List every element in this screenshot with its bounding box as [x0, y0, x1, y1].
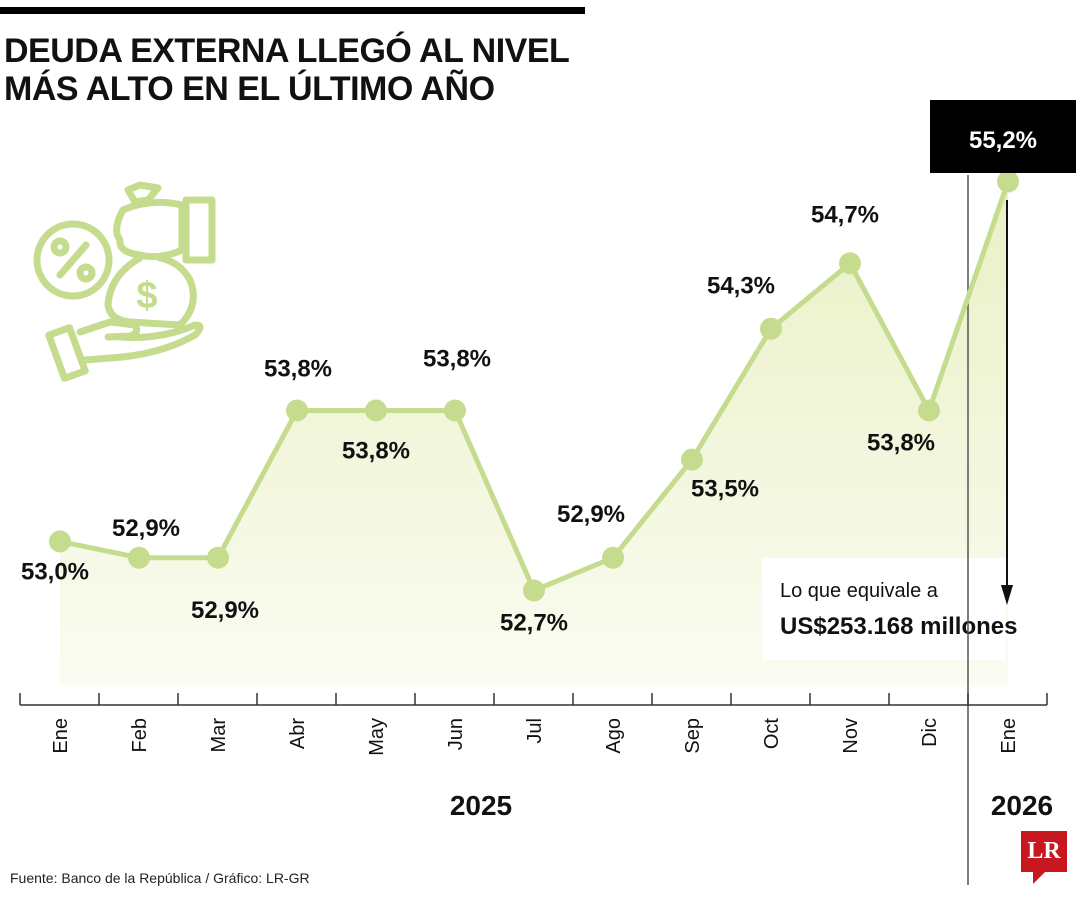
- data-point: [207, 546, 229, 569]
- data-point: [839, 252, 861, 275]
- source-note: Fuente: Banco de la República / Gráfico:…: [10, 870, 310, 886]
- chart-title: DEUDA EXTERNA LLEGÓ AL NIVEL MÁS ALTO EN…: [4, 32, 644, 108]
- highlight-label: 55,2%: [969, 127, 1037, 154]
- x-tick-label: Jul: [524, 718, 546, 744]
- money-bag-hand-percent-icon: $: [33, 181, 216, 382]
- x-tick-label: May: [366, 718, 388, 756]
- data-point: [128, 546, 150, 569]
- svg-text:$: $: [136, 275, 157, 317]
- top-rule: [0, 7, 585, 14]
- note-line-2: US$253.168 millones: [780, 613, 1017, 640]
- x-tick-label: Feb: [129, 718, 151, 752]
- data-label: 52,9%: [112, 515, 180, 542]
- data-label: 53,8%: [867, 430, 935, 457]
- title-line-1: DEUDA EXTERNA LLEGÓ AL NIVEL: [4, 32, 570, 70]
- x-tick-label: Sep: [682, 718, 704, 754]
- x-tick-label: Oct: [761, 718, 783, 750]
- x-tick-label: Jun: [445, 718, 467, 750]
- data-point: [760, 317, 782, 340]
- data-label: 54,7%: [811, 201, 879, 228]
- arrow-head: [1001, 585, 1013, 605]
- year-label-2025: 2025: [450, 790, 512, 821]
- data-point: [523, 579, 545, 602]
- note-box: [762, 558, 1006, 660]
- x-tick-label: Ene: [998, 718, 1020, 754]
- title-line-2: MÁS ALTO EN EL ÚLTIMO AÑO: [4, 70, 495, 108]
- data-point: [444, 399, 466, 422]
- data-label: 52,9%: [191, 597, 259, 624]
- data-label: 54,3%: [707, 273, 775, 300]
- x-tick-label: Ago: [603, 718, 625, 754]
- data-point: [602, 546, 624, 569]
- data-point: [681, 448, 703, 471]
- data-label: 53,8%: [342, 438, 410, 465]
- x-tick-label: Ene: [50, 718, 72, 754]
- data-label: 52,7%: [500, 609, 568, 636]
- x-tick-label: Abr: [287, 718, 309, 749]
- data-point: [365, 399, 387, 422]
- data-label: 53,8%: [423, 346, 491, 373]
- note-line-1: Lo que equivale a: [780, 580, 939, 602]
- lr-logo: LR: [1021, 831, 1067, 884]
- data-label: 53,5%: [691, 476, 759, 503]
- highlight-box: [930, 100, 1076, 173]
- x-tick-label: Nov: [840, 718, 862, 754]
- data-point: [49, 530, 71, 553]
- data-label: 53,0%: [21, 558, 89, 585]
- data-label: 52,9%: [557, 501, 625, 528]
- year-label-2026: 2026: [991, 790, 1053, 821]
- x-tick-label: Dic: [919, 718, 941, 747]
- data-point: [918, 399, 940, 422]
- data-point: [286, 399, 308, 422]
- x-tick-label: Mar: [208, 718, 230, 753]
- data-label: 53,8%: [264, 356, 332, 383]
- data-point: [997, 170, 1019, 193]
